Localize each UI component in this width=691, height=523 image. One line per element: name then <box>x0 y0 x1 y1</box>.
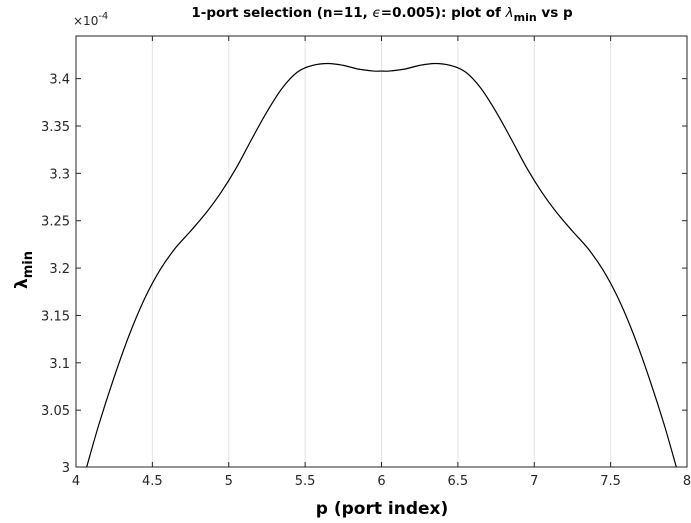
tick-layer <box>75 36 688 468</box>
y-tick-label: 3.15 <box>41 309 70 324</box>
y-exponent-label: ×10-4 <box>73 11 108 28</box>
x-tick-label: 5.5 <box>295 474 316 489</box>
x-tick-label: 6 <box>377 474 385 489</box>
x-axis-label: p (port index) <box>316 499 449 519</box>
x-tick-label: 5 <box>225 474 233 489</box>
y-tick-label: 3.2 <box>49 262 70 277</box>
series-line <box>86 62 677 468</box>
y-axis-label: λmin <box>12 251 36 289</box>
x-tick-label: 8 <box>683 474 691 489</box>
y-tick-label: 3 <box>62 461 70 476</box>
y-tick-label: 3.35 <box>41 120 70 135</box>
grid-layer <box>151 36 612 467</box>
x-tick-label: 7 <box>530 474 538 489</box>
y-tick-label: 3.1 <box>49 357 70 372</box>
x-tick-labels: 4 4.5 5 5.5 6 6.5 7 7.5 8 <box>72 474 691 489</box>
y-tick-label: 3.25 <box>41 215 70 230</box>
x-tick-label: 7.5 <box>600 474 621 489</box>
chart-title: 1-port selection (n=11, ϵ=0.005): plot o… <box>191 5 573 24</box>
y-tick-labels: 3 3.05 3.1 3.15 3.2 3.25 3.3 3.35 3.4 <box>41 73 70 476</box>
x-tick-label: 6.5 <box>448 474 469 489</box>
x-tick-label: 4.5 <box>142 474 163 489</box>
y-tick-label: 3.4 <box>49 73 70 88</box>
y-tick-label: 3.05 <box>41 404 70 419</box>
y-tick-label: 3.3 <box>49 167 70 182</box>
x-tick-label: 4 <box>72 474 80 489</box>
